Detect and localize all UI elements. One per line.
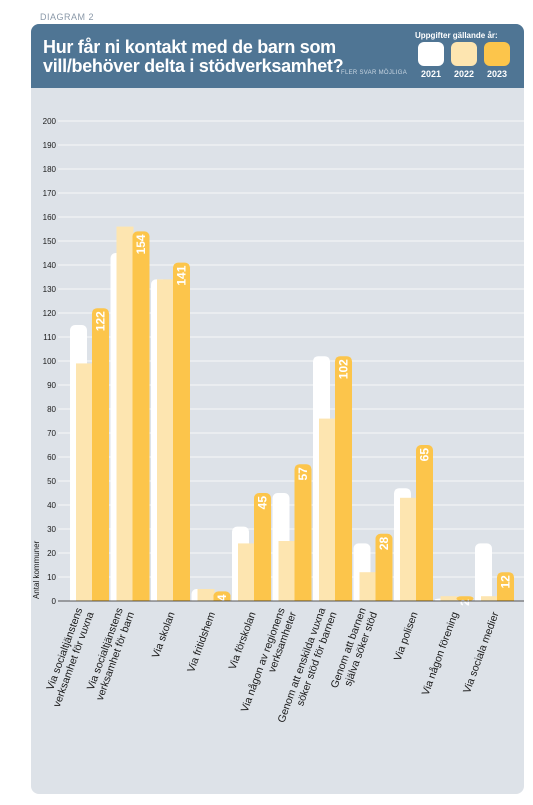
bar-2022-2: [157, 279, 174, 601]
chart-card: Hur får ni kontakt med de barn som vill/…: [31, 24, 524, 794]
y-tick-label-180: 180: [43, 165, 57, 174]
y-tick-label-50: 50: [47, 477, 56, 486]
bar-chart: 0 10 20 30 40 50 60 70 80 90 100 110 120 130 140 150 160…: [32, 117, 524, 724]
chart-title: Hur får ni kontakt med de barn som vill/…: [43, 38, 363, 76]
bar-2023-9: [456, 596, 474, 601]
y-tick-label-160: 160: [43, 213, 57, 222]
bar-2022-5: [278, 541, 296, 601]
category-label-10: Via sociala medier: [461, 610, 502, 695]
y-tick-label-110: 110: [43, 333, 56, 342]
y-tick-label-200: 200: [43, 117, 57, 126]
bar-2023-10: [497, 572, 514, 601]
bar-2022-3: [197, 589, 215, 601]
chart-header: Hur får ni kontakt med de barn som vill/…: [31, 24, 524, 88]
chart-title-line2: vill/behöver delta i stödverksamhet?: [43, 56, 344, 76]
bar-2022-4: [238, 543, 255, 601]
bar-base-2023-3: [213, 595, 231, 601]
bar-2022-8: [400, 497, 417, 601]
bar-base-2023-6: [335, 595, 352, 601]
category-label-3-line-0: Via fritidshem: [185, 610, 218, 674]
data-label-10: 12: [499, 575, 513, 589]
category-label-4: Via förskolan: [227, 610, 259, 671]
data-label-5: 57: [296, 467, 310, 481]
data-label-9: 2: [458, 599, 472, 606]
category-label-3: Via fritidshem: [185, 610, 218, 674]
y-tick-label-150: 150: [43, 237, 57, 246]
category-label-9-line-0: Via någon förening: [420, 610, 461, 697]
y-tick-label-80: 80: [47, 405, 56, 414]
bar-2022-10: [481, 596, 498, 601]
bar-base-2023-8: [416, 595, 433, 601]
bar-2023-0: [92, 308, 109, 601]
category-label-10-line-0: Via sociala medier: [461, 610, 502, 695]
y-tick-label-170: 170: [43, 189, 57, 198]
bar-base-2023-2: [173, 595, 190, 601]
diagram-label: DIAGRAM 2: [40, 12, 95, 22]
bar-2023-6: [335, 356, 352, 601]
data-label-1: 154: [134, 234, 148, 254]
data-label-2: 141: [175, 265, 189, 285]
y-tick-label-130: 130: [43, 285, 57, 294]
y-tick-label-100: 100: [43, 357, 57, 366]
bar-base-2023-1: [132, 595, 150, 601]
legend-label-2023: 2023: [486, 69, 508, 79]
y-tick-label-0: 0: [52, 597, 57, 606]
y-axis-label: Antal kommuner: [32, 540, 41, 599]
bar-2023-4: [254, 493, 271, 601]
bar-base-2023-0: [92, 595, 109, 601]
y-tick-label-40: 40: [47, 501, 56, 510]
y-tick-label-10: 10: [47, 573, 56, 582]
legend-swatch-2021: [418, 42, 444, 66]
bar-2023-1: [132, 231, 150, 601]
bar-base-2023-7: [375, 595, 393, 601]
bar-2023-8: [416, 445, 433, 601]
y-tick-label-120: 120: [43, 309, 57, 318]
legend-swatch-2023: [484, 42, 510, 66]
bar-base-2023-4: [254, 595, 271, 601]
chart-title-line1: Hur får ni kontakt med de barn som: [43, 37, 336, 57]
chart-subtitle: FLER SVAR MÖJLIGA: [341, 70, 408, 76]
category-label-4-line-0: Via förskolan: [227, 610, 259, 671]
bar-base-2023-10: [497, 595, 514, 601]
legend-label-2021: 2021: [420, 69, 442, 79]
bar-base-2023-5: [294, 595, 312, 601]
bar-2022-7: [359, 572, 377, 601]
bar-2022-1: [116, 226, 134, 601]
bar-2022-9: [440, 596, 458, 601]
bar-2023-2: [173, 262, 190, 601]
y-tick-label-70: 70: [47, 429, 56, 438]
category-label-2: Via skolan: [150, 610, 178, 660]
bar-2021-10: [475, 543, 492, 601]
category-label-8: Via polisen: [392, 610, 421, 662]
category-label-2-line-0: Via skolan: [150, 610, 178, 660]
data-label-6: 102: [337, 359, 351, 379]
category-label-9: Via någon förening: [420, 610, 461, 697]
data-label-0: 122: [94, 311, 108, 331]
y-tick-label-30: 30: [47, 525, 56, 534]
data-label-7: 28: [377, 536, 391, 550]
bar-2022-0: [76, 363, 93, 601]
bar-2023-7: [375, 533, 393, 601]
y-tick-label-190: 190: [43, 141, 57, 150]
y-tick-label-20: 20: [47, 549, 56, 558]
y-tick-label-60: 60: [47, 453, 56, 462]
bar-2022-6: [319, 418, 336, 601]
y-tick-label-90: 90: [47, 381, 56, 390]
bar-2023-5: [294, 464, 312, 601]
data-label-8: 65: [418, 448, 432, 462]
y-tick-label-140: 140: [43, 261, 57, 270]
legend-label-2022: 2022: [453, 69, 475, 79]
category-label-8-line-0: Via polisen: [392, 610, 421, 662]
data-label-3: 4: [215, 594, 229, 601]
legend-swatch-2022: [451, 42, 477, 66]
data-label-4: 45: [256, 496, 270, 510]
legend-title: Uppgifter gällande år:: [415, 31, 498, 40]
